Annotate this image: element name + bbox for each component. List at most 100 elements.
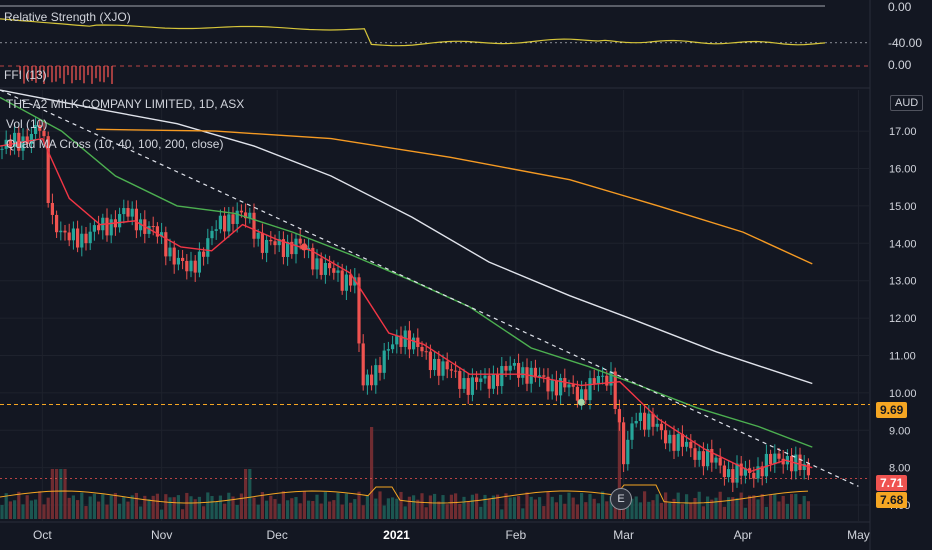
ffi-pane-label: FFI (13): [4, 68, 47, 82]
volume-bar: [92, 493, 96, 519]
candle-body: [239, 210, 243, 213]
volume-bar: [592, 498, 596, 519]
candle-body: [428, 351, 432, 371]
candle-body: [727, 469, 731, 478]
candle-body: [622, 422, 626, 465]
volume-bar: [403, 506, 407, 519]
volume-bar: [155, 493, 159, 519]
candle-body: [286, 241, 290, 257]
volume-bar: [0, 505, 4, 519]
volume-bar: [664, 492, 668, 519]
candle-body: [164, 232, 168, 257]
rs-pane-label: Relative Strength (XJO): [4, 10, 131, 24]
volume-bar: [122, 496, 126, 519]
volume-bar: [55, 469, 59, 519]
candle-body: [0, 148, 4, 150]
volume-bar: [34, 499, 38, 519]
y-tick-label: 8.00: [889, 463, 910, 475]
ffi-pane: [0, 65, 870, 84]
volume-bar: [449, 494, 453, 519]
volume-bar: [685, 494, 689, 519]
volume-bar: [605, 501, 609, 519]
candle-body: [739, 463, 743, 476]
candle-body: [798, 454, 802, 471]
candle-body: [773, 453, 777, 465]
candle-body: [202, 251, 206, 257]
volume-bar: [290, 498, 294, 519]
candle-body: [512, 362, 516, 366]
candle-body: [349, 274, 353, 286]
volume-bar: [634, 496, 638, 519]
volume-bar: [227, 492, 231, 519]
candle-body: [193, 260, 197, 273]
candle-body: [668, 434, 672, 444]
candle-body: [88, 231, 92, 244]
volume-bar: [294, 497, 298, 519]
candle-body: [638, 412, 642, 421]
candle-body: [466, 378, 470, 395]
volume-bar: [101, 494, 105, 519]
candle-body: [689, 441, 693, 449]
volume-indicator-label[interactable]: Vol (10): [6, 117, 48, 131]
y-tick-label: 10.00: [889, 388, 917, 400]
x-tick-label: Oct: [33, 528, 52, 542]
volume-bar: [265, 500, 269, 519]
volume-bar: [143, 495, 147, 519]
candle-body: [433, 358, 437, 371]
volume-bar: [118, 503, 122, 519]
candle-body: [134, 208, 138, 231]
candle-body: [546, 376, 550, 392]
candle-body: [206, 238, 210, 257]
volume-bar: [147, 499, 151, 519]
volume-bar: [655, 494, 659, 519]
candle-body: [571, 384, 575, 387]
candle-body: [256, 232, 260, 239]
ma-indicator-label[interactable]: Quad MA Cross (10, 40, 100, 200, close): [6, 137, 224, 151]
candle-body: [479, 378, 483, 382]
candle-body: [806, 463, 810, 476]
volume-bar: [134, 492, 138, 519]
volume-bar: [714, 497, 718, 519]
candle-body: [197, 251, 201, 273]
candle-body: [273, 241, 277, 246]
candle-body: [223, 215, 227, 232]
volume-bar: [97, 501, 101, 519]
volume-bar: [38, 491, 42, 519]
currency-button[interactable]: AUD: [890, 95, 924, 111]
candle-body: [172, 247, 176, 265]
volume-bar: [735, 498, 739, 519]
candle-body: [67, 232, 71, 241]
candle-body: [126, 208, 130, 217]
volume-bar: [349, 502, 353, 519]
candle-body: [181, 257, 185, 261]
symbol-title[interactable]: THE A2 MILK COMPANY LIMITED, 1D, ASX: [6, 97, 245, 111]
candle-body: [281, 239, 285, 257]
candle-body: [189, 260, 193, 272]
volume-bar: [659, 502, 663, 519]
candle-body: [130, 208, 134, 217]
volume-bar: [790, 494, 794, 519]
y-tick-label: 13.00: [889, 276, 917, 288]
volume-bar: [399, 491, 403, 519]
volume-bar: [491, 495, 495, 519]
candle-body: [802, 463, 806, 471]
earnings-marker[interactable]: E: [610, 488, 632, 510]
volume-bar: [470, 494, 474, 519]
volume-bar: [248, 469, 252, 519]
volume-bar: [731, 497, 735, 519]
volume-bar: [668, 502, 672, 519]
volume-bar: [445, 504, 449, 519]
x-tick-label: Feb: [505, 528, 526, 542]
volume-bar: [428, 495, 432, 519]
volume-bar: [722, 506, 726, 519]
volume-bar: [378, 491, 382, 519]
volume-bar: [454, 493, 458, 519]
volume-bar: [160, 509, 164, 519]
candle-body: [55, 214, 59, 233]
ma-line-ma10: [0, 137, 813, 473]
volume-bar: [210, 496, 214, 519]
volume-bar: [281, 491, 285, 519]
volume-bar: [487, 499, 491, 519]
volume-bar: [676, 492, 680, 519]
candle-body: [160, 232, 164, 237]
